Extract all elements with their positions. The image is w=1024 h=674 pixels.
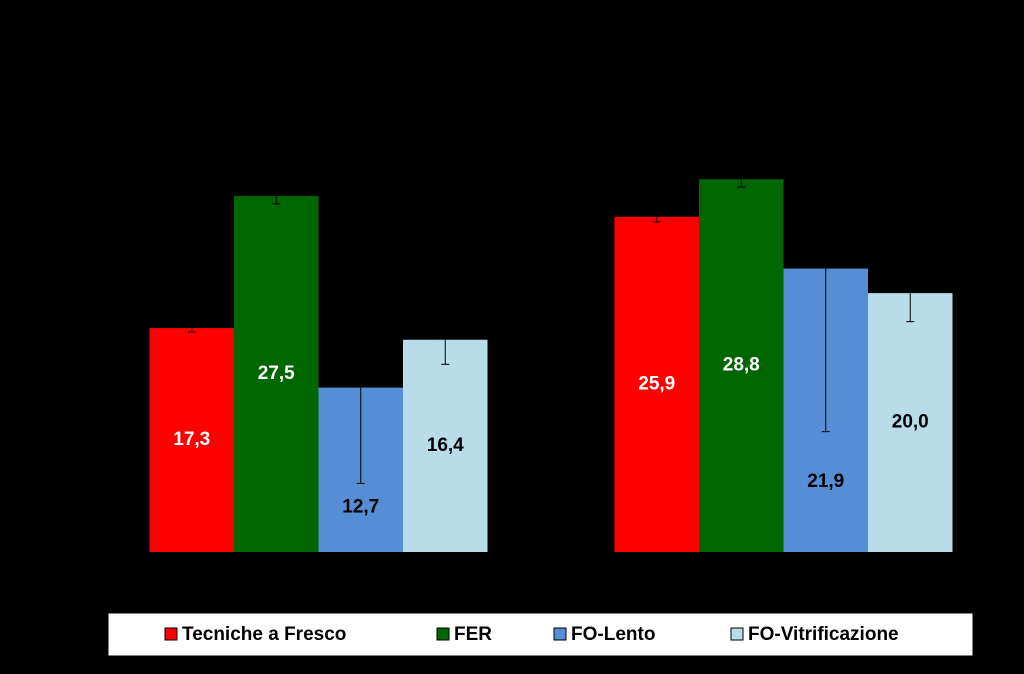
data-label: 16,4: [427, 435, 464, 456]
legend-label: Tecniche a Fresco: [182, 624, 346, 645]
data-label: 28,8: [723, 355, 760, 376]
data-label: 21,9: [807, 471, 844, 492]
data-label: 20,0: [892, 412, 929, 433]
data-label: 17,3: [173, 429, 210, 450]
legend-swatch: [164, 627, 178, 641]
legend-swatch: [730, 627, 744, 641]
bar: [614, 216, 699, 552]
bar: [699, 179, 784, 552]
bar: [868, 293, 953, 552]
data-label: 27,5: [258, 363, 295, 384]
bar: [234, 196, 319, 553]
legend-box: [107, 612, 974, 657]
bar: [149, 328, 234, 552]
legend-swatch: [553, 627, 567, 641]
data-label: 12,7: [342, 497, 379, 518]
legend-label: FO-Lento: [571, 624, 655, 645]
legend-label: FER: [454, 624, 492, 645]
bar: [403, 339, 488, 552]
legend-swatch: [436, 627, 450, 641]
legend-label: FO-Vitrificazione: [748, 624, 899, 645]
data-label: 25,9: [638, 373, 675, 394]
